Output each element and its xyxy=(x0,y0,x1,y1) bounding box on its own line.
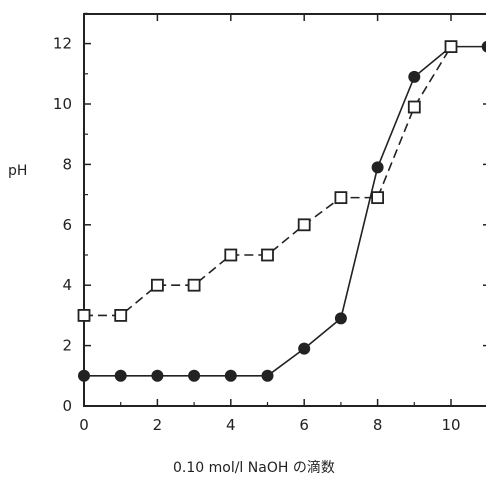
data-point-square xyxy=(334,191,348,205)
series-1 xyxy=(78,40,486,382)
axis-ticks: 0 2 4 6 8 10 0 2 4 6 8 10 12 xyxy=(53,12,486,434)
data-point-square xyxy=(114,308,128,322)
x-tick-label: 8 xyxy=(373,416,383,434)
data-series xyxy=(77,40,486,382)
y-axis-label: pH xyxy=(8,163,27,179)
data-point-circle xyxy=(298,342,311,355)
y-tick-label: 8 xyxy=(62,155,72,173)
y-tick-label: 6 xyxy=(62,216,72,234)
x-axis-label: 0.10 mol/l NaOH の滴数 xyxy=(173,459,335,476)
data-point-circle xyxy=(481,40,486,53)
data-point-square xyxy=(224,248,238,262)
x-tick-label: 10 xyxy=(441,416,460,434)
data-point-circle xyxy=(334,312,347,325)
data-point-square xyxy=(150,278,164,292)
y-tick-label: 0 xyxy=(62,397,72,415)
series-2-line xyxy=(84,46,452,317)
data-point-square xyxy=(371,191,385,205)
y-tick-label: 2 xyxy=(62,337,72,355)
x-tick-label: 4 xyxy=(226,416,236,434)
x-tick-label: 6 xyxy=(299,416,309,434)
data-point-square xyxy=(77,308,91,322)
y-tick-label: 4 xyxy=(62,276,72,294)
data-point-circle xyxy=(224,369,237,382)
data-point-circle xyxy=(151,369,164,382)
series-2 xyxy=(77,40,458,322)
data-point-square xyxy=(187,278,201,292)
series-1-line xyxy=(84,45,486,377)
data-point-circle xyxy=(261,369,274,382)
data-point-circle xyxy=(371,161,384,174)
data-point-square xyxy=(407,100,421,114)
x-tick-label: 0 xyxy=(79,416,89,434)
data-point-square xyxy=(297,218,311,232)
y-tick-label: 10 xyxy=(53,95,72,113)
data-point-circle xyxy=(78,369,90,382)
plot-area xyxy=(83,13,486,407)
x-tick-label: 2 xyxy=(153,416,163,434)
data-point-square xyxy=(444,40,458,54)
plot-frame xyxy=(83,13,486,407)
data-point-square xyxy=(261,248,274,262)
data-point-circle xyxy=(408,70,421,83)
data-point-circle xyxy=(188,369,201,382)
y-tick-label: 12 xyxy=(53,35,72,53)
data-point-circle xyxy=(114,369,127,382)
